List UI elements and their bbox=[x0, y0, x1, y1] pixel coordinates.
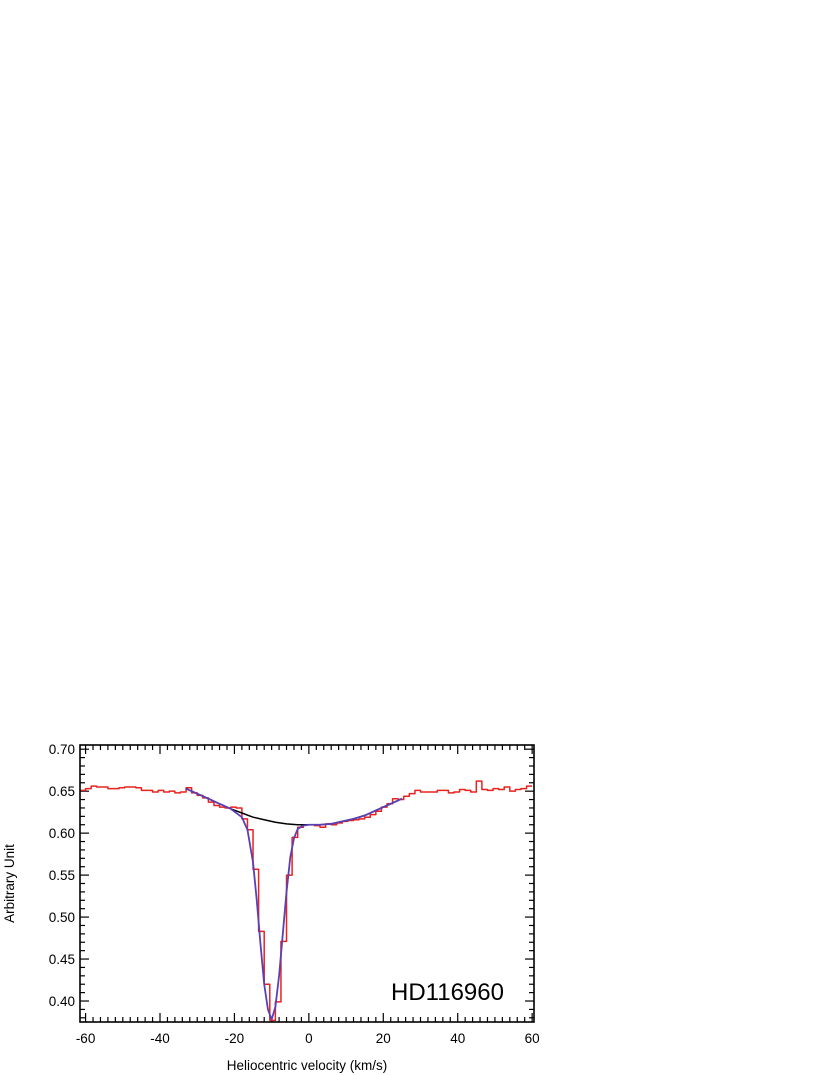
y-tick-label: 0.40 bbox=[49, 994, 75, 1009]
plot-frame bbox=[79, 744, 535, 1023]
x-tick-label: -20 bbox=[225, 1031, 245, 1046]
x-axis-label: Heliocentric velocity (km/s) bbox=[227, 1058, 388, 1073]
fit-series-line bbox=[185, 787, 403, 1021]
x-tick-label: 0 bbox=[305, 1031, 313, 1046]
y-tick-label: 0.45 bbox=[49, 952, 75, 967]
y-tick-label: 0.60 bbox=[49, 826, 75, 841]
tick-labels: -60 -40 -20 0 20 40 60 0.40 0.45 0.50 0.55 0.60 0.65… bbox=[49, 742, 540, 1046]
x-tick-label: 60 bbox=[525, 1031, 540, 1046]
x-tick-label: -40 bbox=[150, 1031, 170, 1046]
plot-series bbox=[80, 780, 533, 1022]
y-tick-label: 0.70 bbox=[49, 742, 75, 757]
x-tick-label: 20 bbox=[376, 1031, 391, 1046]
x-tick-label: -60 bbox=[76, 1031, 96, 1046]
y-tick-label: 0.55 bbox=[49, 868, 75, 883]
star-name-annotation: HD116960 bbox=[391, 979, 504, 1006]
continuum-series-line bbox=[185, 787, 403, 826]
y-axis-label: Arbitrary Unit bbox=[2, 844, 17, 923]
y-tick-label: 0.65 bbox=[49, 784, 75, 799]
x-tick-label: 40 bbox=[450, 1031, 465, 1046]
axis-ticks bbox=[80, 745, 534, 1022]
y-tick-label: 0.50 bbox=[49, 910, 75, 925]
